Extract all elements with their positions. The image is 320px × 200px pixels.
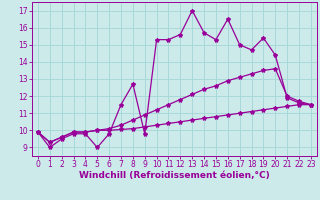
X-axis label: Windchill (Refroidissement éolien,°C): Windchill (Refroidissement éolien,°C) [79, 171, 270, 180]
